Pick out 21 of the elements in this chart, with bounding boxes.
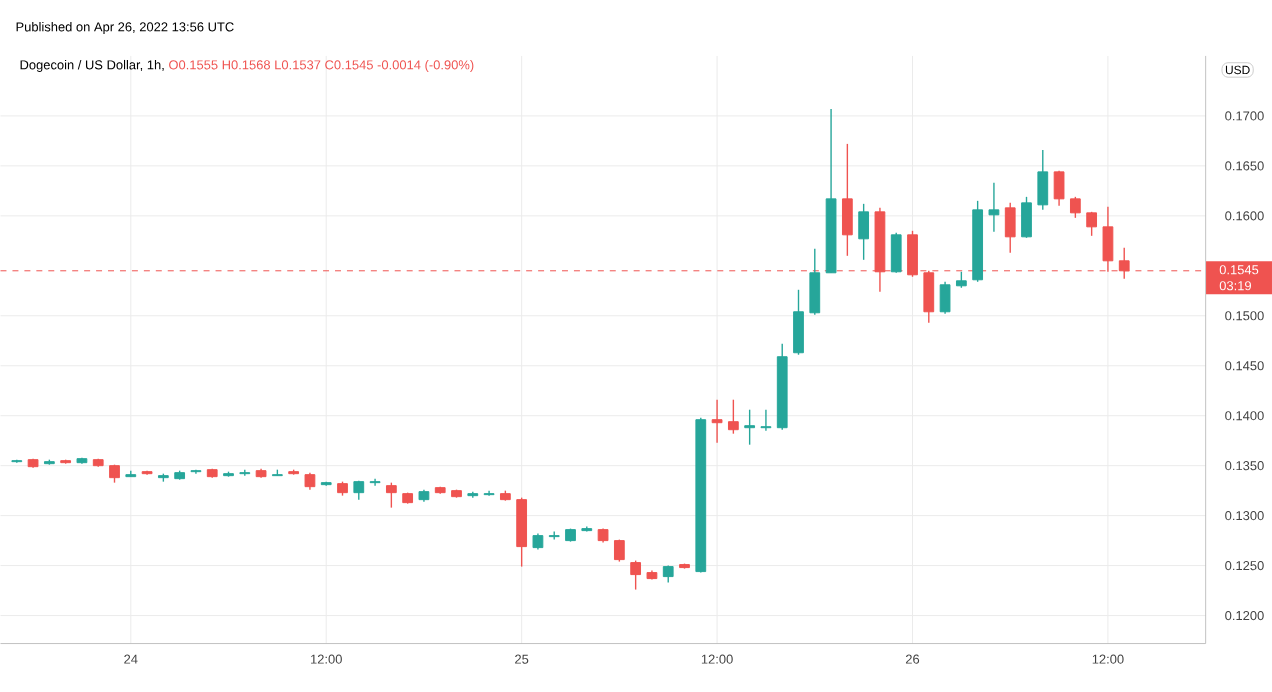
candlestick — [858, 203, 870, 261]
candlestick — [630, 560, 642, 591]
candlestick — [369, 478, 381, 487]
candlestick — [516, 497, 528, 568]
candlestick — [1086, 211, 1098, 237]
candlestick — [841, 143, 853, 257]
candlestick — [1069, 196, 1081, 219]
candlestick — [727, 399, 739, 435]
candlestick — [890, 232, 902, 274]
candlestick — [1037, 149, 1049, 211]
candlestick — [793, 289, 804, 356]
candlestick — [711, 399, 723, 444]
candlestick — [744, 409, 756, 446]
candlestick — [385, 482, 397, 509]
candlestick — [1004, 202, 1016, 254]
candlestick — [809, 248, 821, 316]
candlestick — [1053, 170, 1065, 207]
candlestick — [939, 281, 951, 315]
candlestick — [760, 409, 772, 432]
candlestick — [1021, 196, 1032, 239]
candlestick — [988, 182, 1000, 233]
